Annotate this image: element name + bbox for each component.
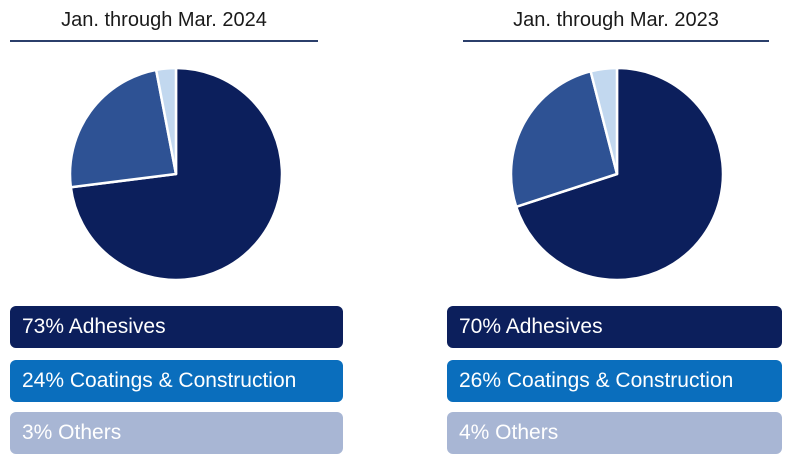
chart-title: Jan. through Mar. 2023 [513,9,719,31]
title-underline [10,40,318,42]
slice-others [589,66,619,176]
legend-others: 4% Others [447,412,782,454]
legend-others: 3% Others [10,412,343,454]
legend-adhesives: 70% Adhesives [447,306,782,348]
legend-coatings-construction: 26% Coatings & Construction [447,360,782,402]
legend-coatings-construction: 24% Coatings & Construction [10,360,343,402]
pie-chart-2024 [68,66,284,282]
pie-chart-2023 [509,66,725,282]
slice-coatings-construction [509,70,619,209]
chart-title: Jan. through Mar. 2024 [61,9,267,31]
slice-adhesives [514,66,725,282]
title-underline [463,40,769,42]
legend-adhesives: 73% Adhesives [10,306,343,348]
slice-others [154,66,178,176]
slice-coatings-construction [68,68,178,189]
